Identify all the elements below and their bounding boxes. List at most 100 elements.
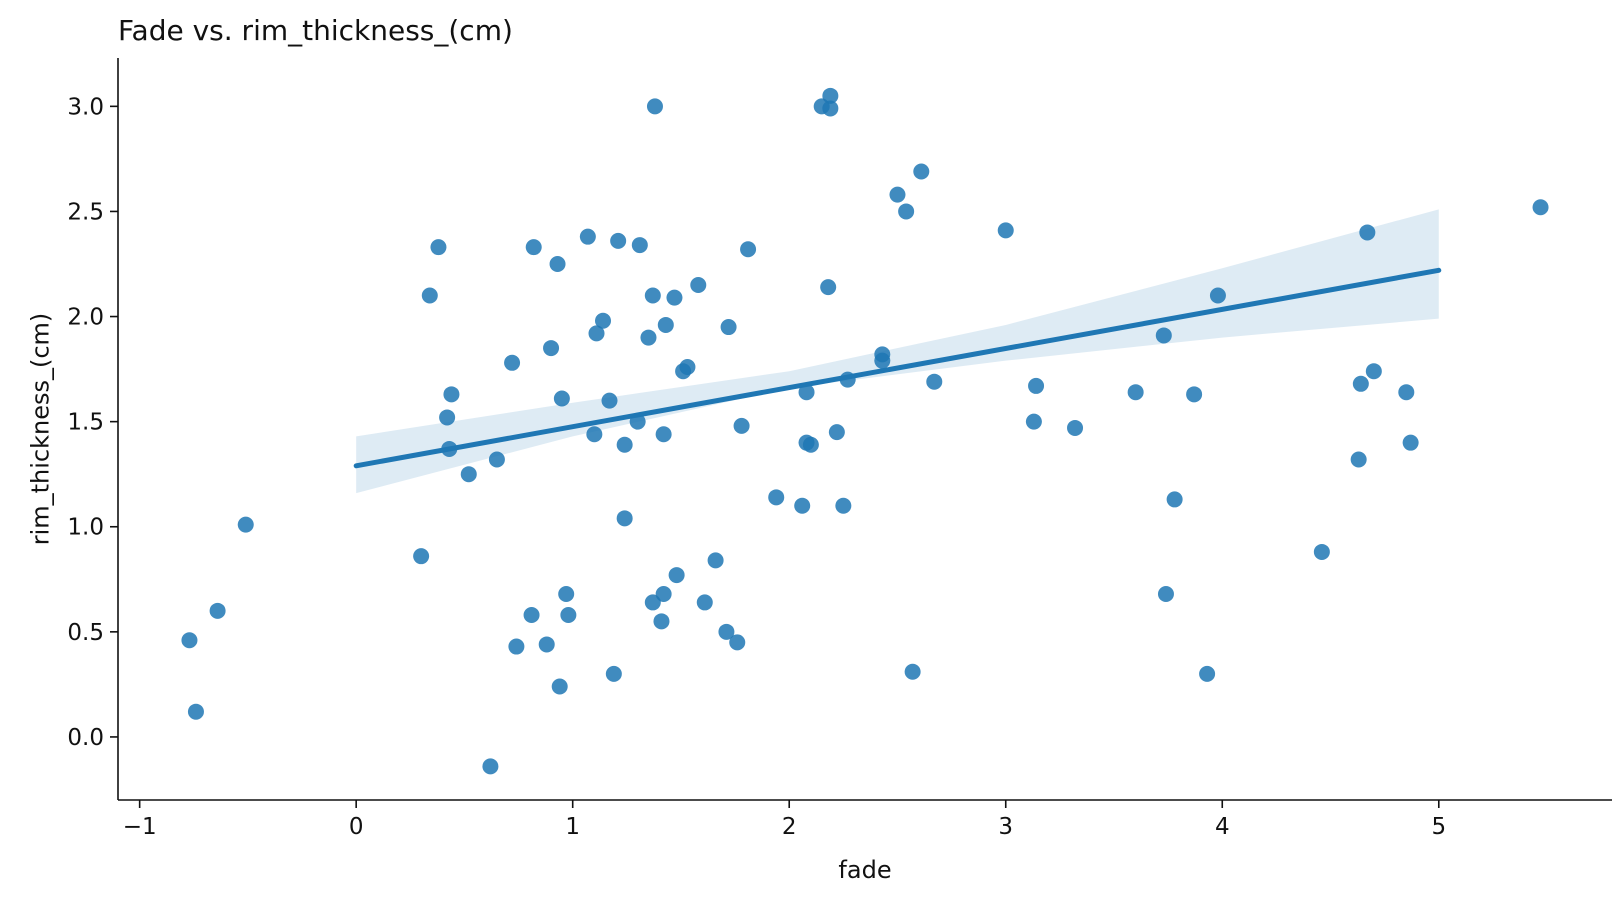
data-point (508, 638, 525, 655)
data-point (588, 325, 605, 342)
data-point (1209, 287, 1226, 304)
data-point (439, 409, 456, 426)
data-point (538, 636, 555, 653)
y-tick-label: 0.5 (67, 620, 104, 646)
data-point (644, 594, 661, 611)
data-point (1186, 386, 1203, 403)
data-point (187, 703, 204, 720)
data-point (1028, 377, 1045, 394)
data-point (707, 552, 724, 569)
y-axis-label: rim_thickness_(cm) (26, 313, 54, 546)
data-point (874, 352, 891, 369)
data-point (1199, 665, 1216, 682)
regression-line-layer (353, 267, 1442, 469)
y-tick-label: 1.0 (67, 515, 104, 541)
data-point (822, 87, 839, 104)
data-point (560, 607, 577, 624)
data-point (768, 489, 785, 506)
data-point (1127, 384, 1144, 401)
data-point (828, 424, 845, 441)
x-axis-label: fade (838, 856, 891, 884)
x-tick-label: 1 (565, 814, 580, 840)
data-point (443, 386, 460, 403)
data-point (655, 426, 672, 443)
data-point (1359, 224, 1376, 241)
data-point (601, 392, 618, 409)
data-point (798, 384, 815, 401)
data-point (553, 390, 570, 407)
x-tick-label: 2 (782, 814, 797, 840)
data-point (579, 228, 596, 245)
points-layer (181, 87, 1549, 775)
data-point (209, 602, 226, 619)
axes-layer: −1 0 1 2 3 4 5 0.0 0.5 1.0 1.5 2.0 2.5 3.0 (67, 58, 1612, 840)
data-point (997, 222, 1014, 239)
data-point (835, 497, 852, 514)
data-point (488, 451, 505, 468)
data-point (616, 510, 633, 527)
x-tick-label: −1 (123, 814, 157, 840)
data-point (794, 497, 811, 514)
data-point (605, 665, 622, 682)
data-point (610, 232, 627, 249)
chart-title: Fade vs. rim_thickness_(cm) (118, 14, 513, 47)
data-point (926, 373, 943, 390)
data-point (181, 632, 198, 649)
x-tick-label: 0 (349, 814, 364, 840)
data-point (904, 663, 921, 680)
data-point (679, 358, 696, 375)
data-point (504, 354, 521, 371)
data-point (1352, 375, 1369, 392)
y-tick-label: 2.0 (67, 305, 104, 331)
data-point (733, 417, 750, 434)
data-point (898, 203, 915, 220)
x-tick-label: 5 (1431, 814, 1446, 840)
y-tick-label: 3.0 (67, 94, 104, 120)
confidence-band (356, 209, 1439, 494)
x-tick-label: 4 (1215, 814, 1230, 840)
data-point (413, 548, 430, 565)
data-point (655, 586, 672, 603)
data-point (913, 163, 930, 180)
data-point (740, 241, 757, 258)
y-tick-label: 0.0 (67, 725, 104, 751)
data-point (237, 516, 254, 533)
data-point (525, 239, 542, 256)
data-point (1313, 543, 1330, 560)
data-point (1067, 419, 1084, 436)
x-tick-label: 3 (998, 814, 1013, 840)
data-point (1365, 363, 1382, 380)
data-point (1157, 586, 1174, 603)
data-point (696, 594, 713, 611)
y-tick-label: 1.5 (67, 410, 104, 436)
data-point (421, 287, 438, 304)
data-point (1025, 413, 1042, 430)
data-point (729, 634, 746, 651)
data-point (644, 287, 661, 304)
data-point (430, 239, 447, 256)
data-point (640, 329, 657, 346)
data-point (1350, 451, 1367, 468)
data-point (666, 289, 683, 306)
data-point (1155, 327, 1172, 344)
data-point (543, 340, 560, 357)
data-point (558, 586, 575, 603)
data-point (668, 567, 685, 584)
data-point (549, 255, 566, 272)
data-point (822, 100, 839, 117)
data-point (1398, 384, 1415, 401)
data-point (646, 98, 663, 115)
data-point (1166, 491, 1183, 508)
data-point (889, 186, 906, 203)
data-point (482, 758, 499, 775)
data-point (586, 426, 603, 443)
data-point (1532, 199, 1549, 216)
data-point (657, 316, 674, 333)
data-point (523, 607, 540, 624)
data-point (720, 319, 737, 336)
data-point (820, 279, 837, 296)
data-point (616, 436, 633, 453)
data-point (551, 678, 568, 695)
data-point (802, 436, 819, 453)
